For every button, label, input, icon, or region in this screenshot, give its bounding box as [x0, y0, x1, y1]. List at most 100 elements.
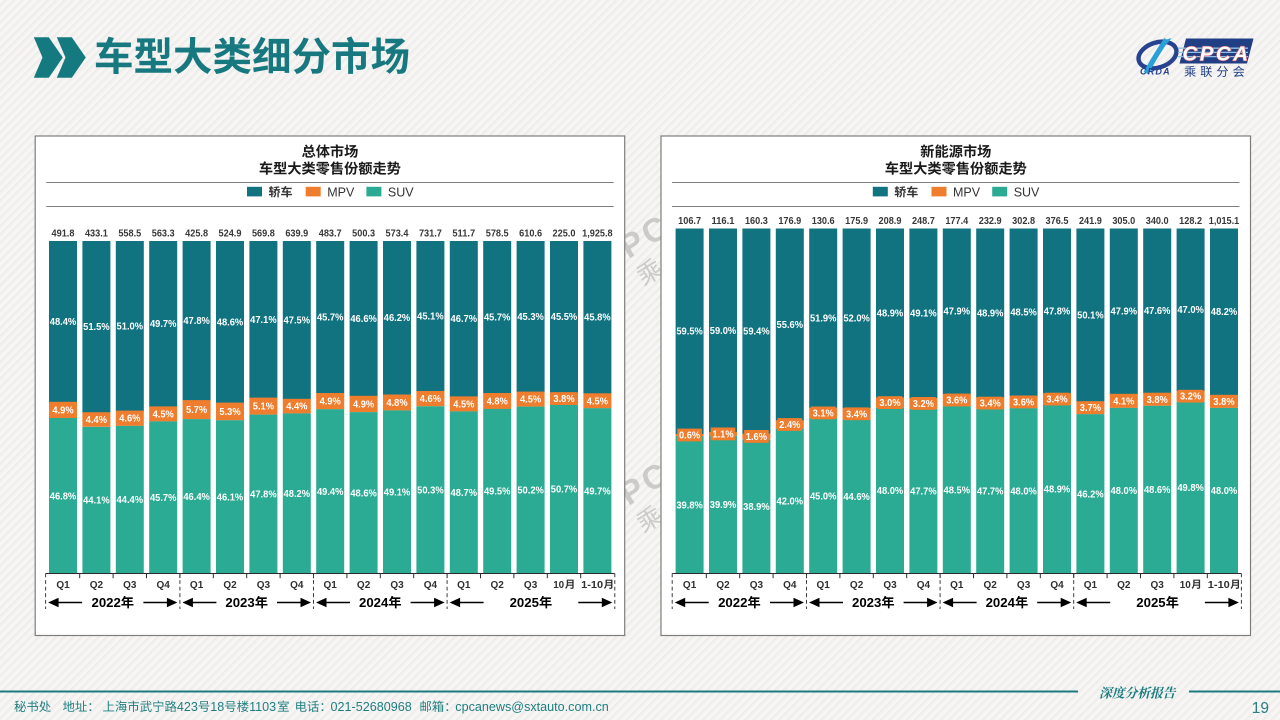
- svg-text:SUV: SUV: [388, 185, 414, 199]
- svg-text:Q1: Q1: [190, 580, 204, 591]
- svg-text:47.6%: 47.6%: [1144, 306, 1171, 317]
- svg-text:45.3%: 45.3%: [517, 312, 544, 323]
- svg-text:49.1%: 49.1%: [384, 488, 411, 499]
- svg-text:51.0%: 51.0%: [117, 321, 144, 332]
- svg-text:Q3: Q3: [390, 580, 404, 591]
- svg-text:50.1%: 50.1%: [1077, 310, 1104, 321]
- svg-text:4.9%: 4.9%: [320, 397, 341, 408]
- svg-text:48.0%: 48.0%: [1211, 486, 1238, 497]
- svg-text:128.2: 128.2: [1179, 216, 1202, 227]
- svg-text:Q3: Q3: [883, 580, 897, 591]
- svg-text:4.8%: 4.8%: [487, 396, 508, 407]
- svg-text:59.0%: 59.0%: [710, 326, 737, 337]
- svg-text:Q4: Q4: [290, 580, 304, 591]
- svg-text:51.9%: 51.9%: [810, 314, 837, 325]
- svg-text:3.7%: 3.7%: [1080, 403, 1101, 414]
- svg-text:021-52680968: 021-52680968: [331, 700, 412, 714]
- svg-text:500.3: 500.3: [352, 229, 375, 240]
- svg-text:610.6: 610.6: [519, 229, 542, 240]
- svg-text:39.8%: 39.8%: [676, 500, 703, 511]
- svg-text:MPV: MPV: [953, 185, 981, 199]
- svg-text:2023: 2023: [852, 595, 881, 610]
- svg-text:2024: 2024: [359, 595, 389, 610]
- svg-text:19: 19: [1252, 700, 1269, 717]
- svg-text:558.5: 558.5: [118, 229, 141, 240]
- svg-text:3.8%: 3.8%: [1213, 397, 1234, 408]
- svg-text:4.4%: 4.4%: [286, 402, 307, 413]
- svg-text:1103: 1103: [249, 700, 276, 714]
- svg-text:CPCA: CPCA: [1182, 43, 1250, 66]
- svg-text:3.2%: 3.2%: [1180, 392, 1201, 403]
- svg-text:49.7%: 49.7%: [150, 319, 177, 330]
- svg-text:49.4%: 49.4%: [317, 487, 344, 498]
- svg-text:44.4%: 44.4%: [117, 495, 144, 506]
- svg-text:50.7%: 50.7%: [551, 485, 578, 496]
- svg-text:42.0%: 42.0%: [777, 497, 804, 508]
- svg-text:Q3: Q3: [1017, 580, 1031, 591]
- svg-text:731.7: 731.7: [419, 229, 442, 240]
- svg-text:524.9: 524.9: [219, 229, 242, 240]
- svg-text:47.0%: 47.0%: [1177, 305, 1204, 316]
- svg-text:5.3%: 5.3%: [219, 407, 240, 418]
- svg-text:4.9%: 4.9%: [52, 405, 73, 416]
- svg-text:45.1%: 45.1%: [417, 312, 444, 323]
- svg-text:45.7%: 45.7%: [484, 313, 511, 324]
- svg-text:46.2%: 46.2%: [1077, 489, 1104, 500]
- svg-text:2023: 2023: [225, 595, 254, 610]
- svg-text:48.6%: 48.6%: [350, 488, 377, 499]
- svg-text:3.6%: 3.6%: [946, 396, 967, 407]
- svg-text:3.2%: 3.2%: [913, 399, 934, 410]
- svg-text:47.9%: 47.9%: [944, 307, 971, 318]
- svg-text:46.8%: 46.8%: [50, 491, 77, 502]
- svg-text:Q1: Q1: [817, 580, 831, 591]
- svg-text:48.6%: 48.6%: [1144, 485, 1171, 496]
- svg-text:47.5%: 47.5%: [284, 315, 311, 326]
- svg-text:302.8: 302.8: [1012, 216, 1035, 227]
- svg-text:130.6: 130.6: [812, 216, 835, 227]
- svg-text:45.8%: 45.8%: [584, 313, 611, 324]
- svg-text:2025: 2025: [1136, 595, 1165, 610]
- svg-text:1.1%: 1.1%: [712, 429, 733, 440]
- svg-text:578.5: 578.5: [486, 229, 509, 240]
- svg-text:47.1%: 47.1%: [250, 315, 277, 326]
- svg-text:232.9: 232.9: [979, 216, 1002, 227]
- svg-text:2022: 2022: [92, 595, 121, 610]
- svg-text:47.8%: 47.8%: [250, 490, 277, 501]
- svg-text:639.9: 639.9: [285, 229, 308, 240]
- svg-text:Q2: Q2: [1117, 580, 1131, 591]
- svg-text:48.9%: 48.9%: [1044, 485, 1071, 496]
- svg-text:3.4%: 3.4%: [1046, 395, 1067, 406]
- svg-text:46.6%: 46.6%: [350, 314, 377, 325]
- svg-text:2022: 2022: [718, 595, 747, 610]
- svg-text:248.7: 248.7: [912, 216, 935, 227]
- svg-text:376.5: 376.5: [1046, 216, 1069, 227]
- svg-text:Q1: Q1: [1084, 580, 1098, 591]
- svg-text:483.7: 483.7: [319, 229, 342, 240]
- svg-text:2.4%: 2.4%: [779, 420, 800, 431]
- svg-text:46.1%: 46.1%: [217, 492, 244, 503]
- svg-text:39.9%: 39.9%: [710, 500, 737, 511]
- svg-text:1-10: 1-10: [1208, 580, 1230, 591]
- svg-text:49.5%: 49.5%: [484, 487, 511, 498]
- svg-text:241.9: 241.9: [1079, 216, 1102, 227]
- svg-text:305.0: 305.0: [1112, 216, 1135, 227]
- svg-text:0.6%: 0.6%: [679, 431, 700, 442]
- svg-text:573.4: 573.4: [386, 229, 409, 240]
- svg-text:106.7: 106.7: [678, 216, 701, 227]
- svg-text:48.2%: 48.2%: [284, 489, 311, 500]
- svg-text:1,925.8: 1,925.8: [582, 229, 613, 240]
- svg-text:MPV: MPV: [327, 185, 355, 199]
- svg-text:423: 423: [177, 700, 198, 714]
- svg-text:Q3: Q3: [1151, 580, 1165, 591]
- svg-text:433.1: 433.1: [85, 229, 108, 240]
- svg-text:4.5%: 4.5%: [453, 399, 474, 410]
- svg-text:45.7%: 45.7%: [150, 493, 177, 504]
- svg-text:52.0%: 52.0%: [843, 314, 870, 325]
- svg-text:55.6%: 55.6%: [777, 320, 804, 331]
- svg-text:176.9: 176.9: [778, 216, 801, 227]
- svg-text:10: 10: [1180, 580, 1191, 591]
- svg-text:cpcanews@sxtauto.com.cn: cpcanews@sxtauto.com.cn: [455, 700, 608, 714]
- svg-text:511.7: 511.7: [452, 229, 475, 240]
- svg-text:208.9: 208.9: [879, 216, 902, 227]
- svg-text:569.8: 569.8: [252, 229, 275, 240]
